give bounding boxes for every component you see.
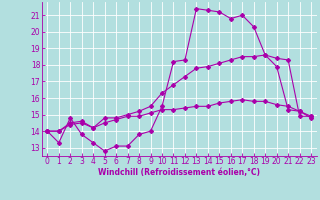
X-axis label: Windchill (Refroidissement éolien,°C): Windchill (Refroidissement éolien,°C): [98, 168, 260, 177]
